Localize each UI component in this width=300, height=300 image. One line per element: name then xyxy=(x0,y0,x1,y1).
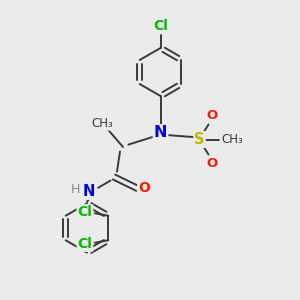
Text: O: O xyxy=(207,157,218,170)
Text: Cl: Cl xyxy=(77,205,92,219)
Text: O: O xyxy=(207,109,218,122)
Text: Cl: Cl xyxy=(153,20,168,33)
Text: S: S xyxy=(194,132,205,147)
Text: N: N xyxy=(154,125,167,140)
Text: H: H xyxy=(71,183,81,196)
Text: O: O xyxy=(138,182,150,195)
Text: Cl: Cl xyxy=(77,237,92,251)
Text: CH₃: CH₃ xyxy=(91,117,113,130)
Text: CH₃: CH₃ xyxy=(221,133,243,146)
Text: N: N xyxy=(82,184,95,199)
